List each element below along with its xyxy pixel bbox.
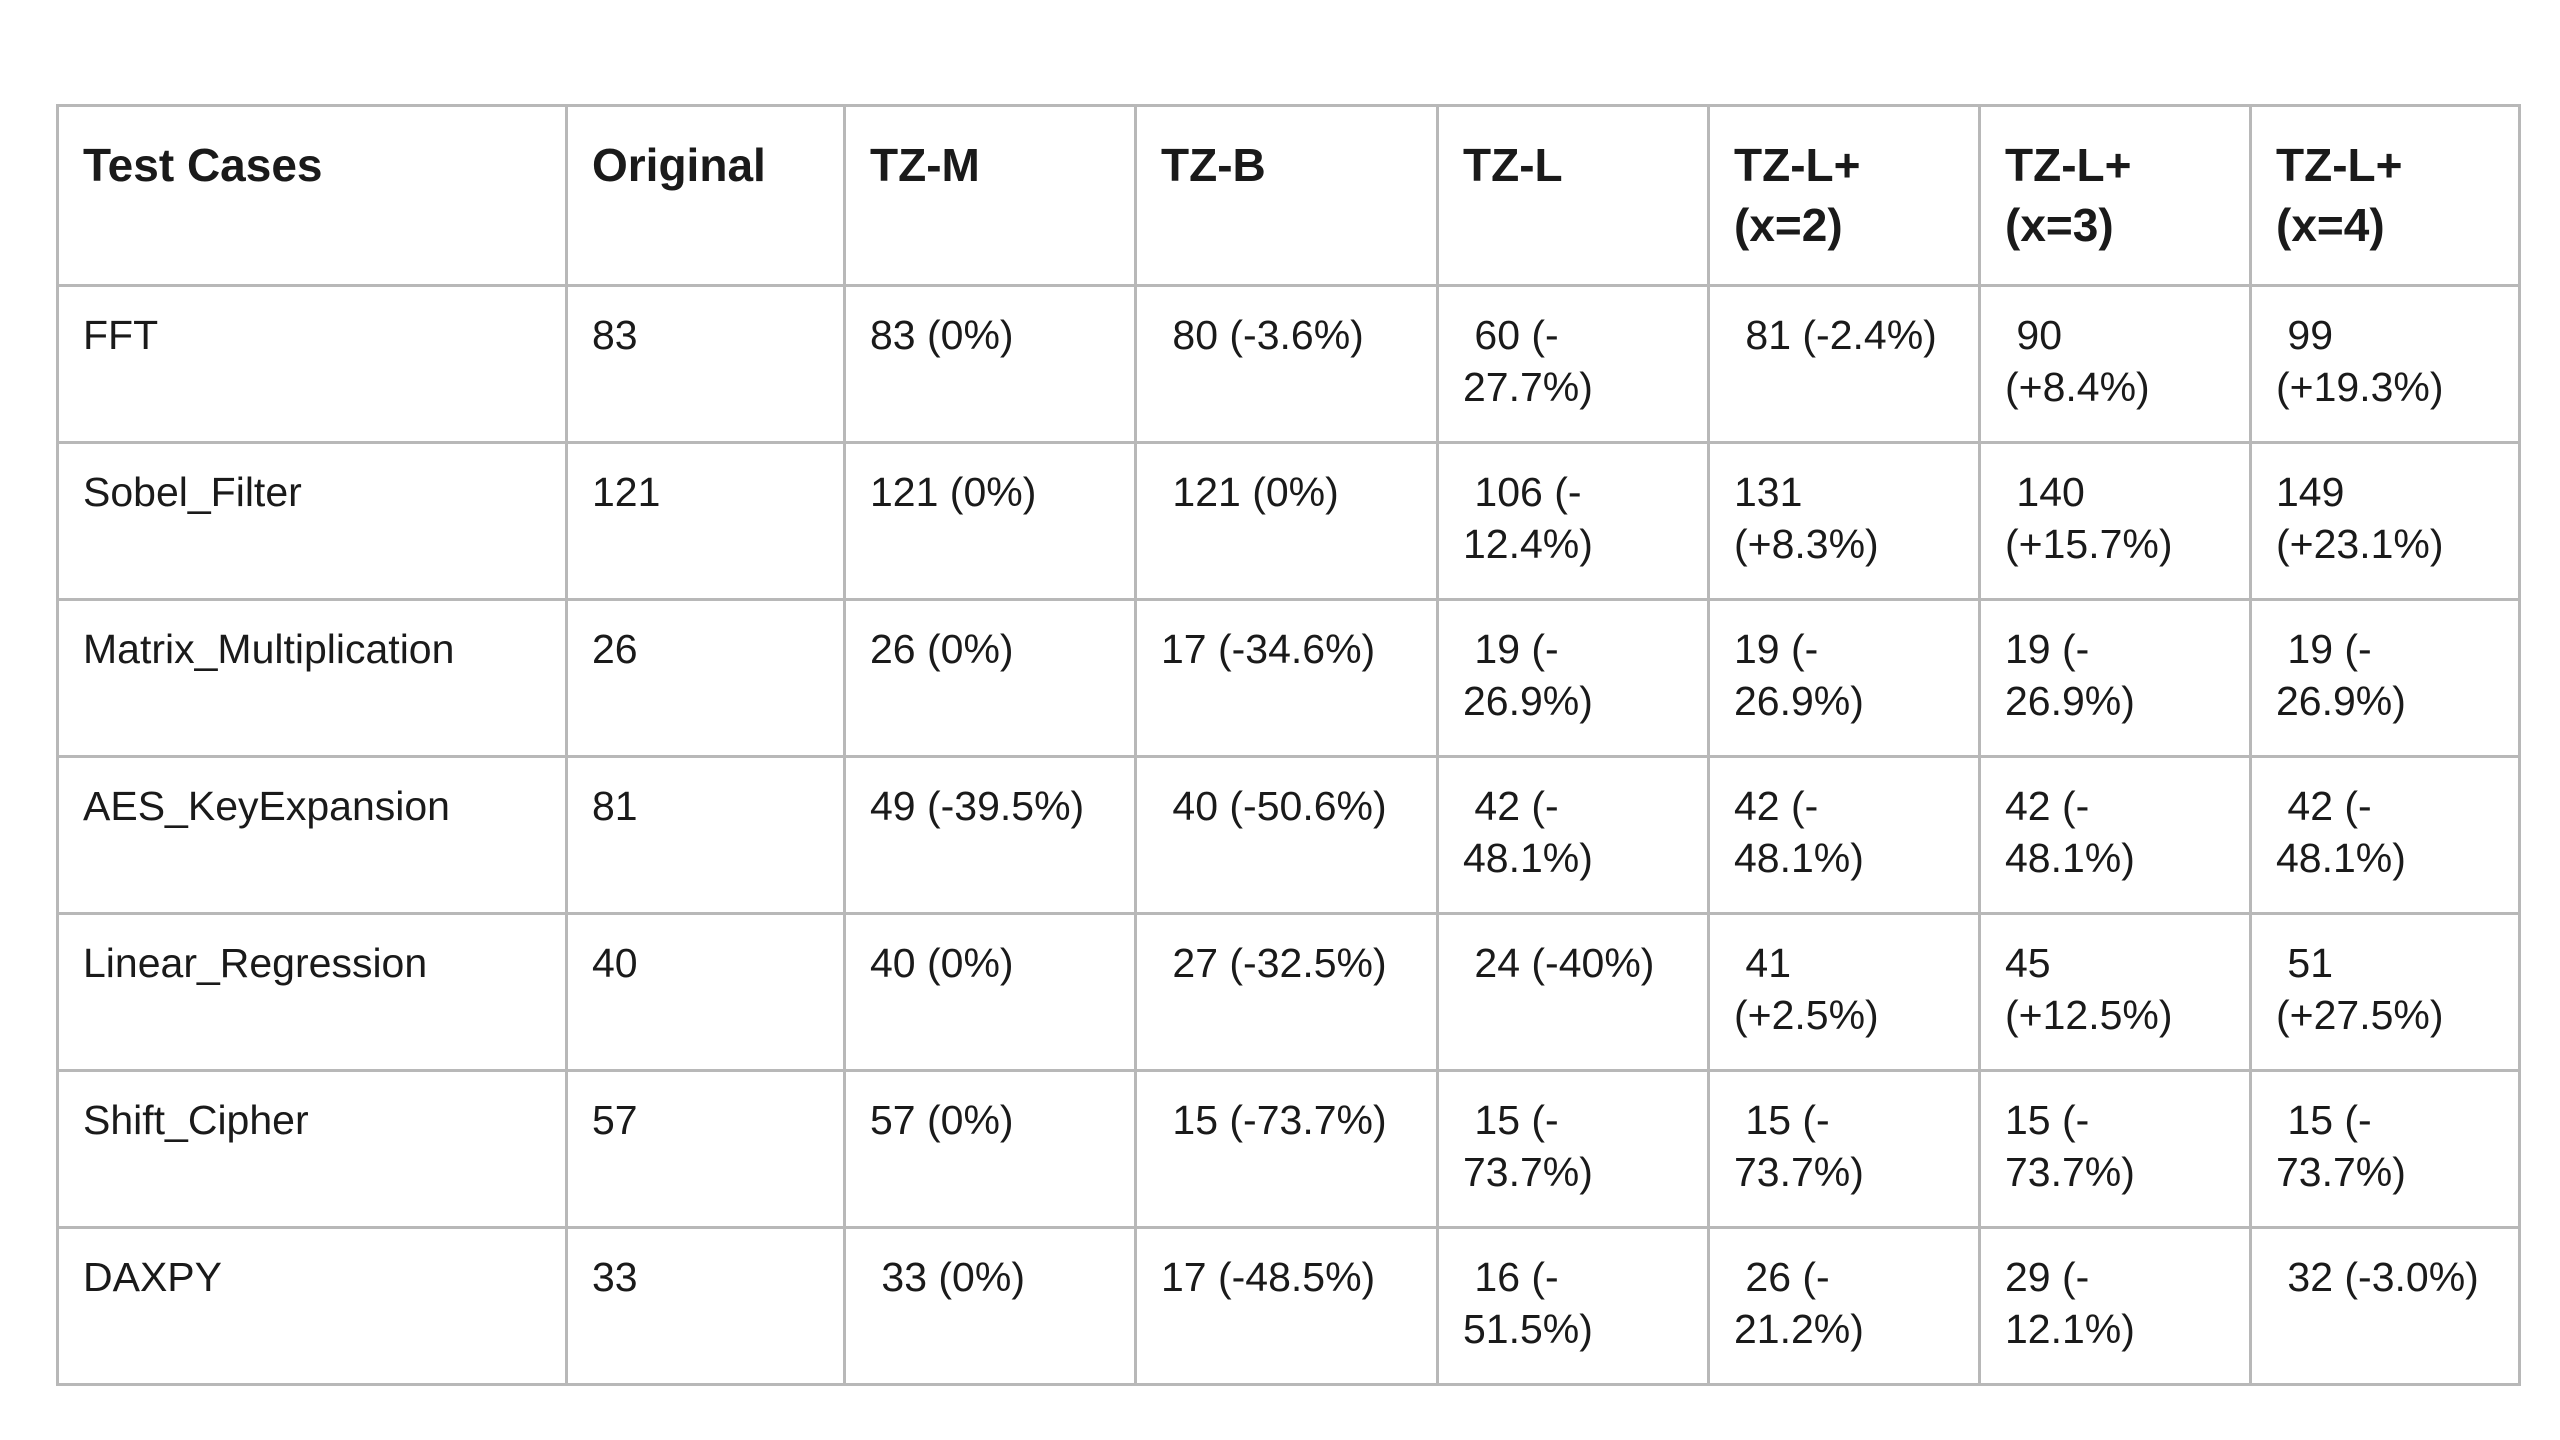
table-header-row: Test Cases Original TZ-M TZ-B TZ-L TZ-L+… [56, 104, 2521, 287]
cell-tz-l-plus-x2: 42 (- 48.1%) [1707, 755, 1981, 915]
cell-tz-m: 40 (0%) [843, 912, 1137, 1072]
cell-test-case: Matrix_Multiplication [56, 598, 568, 758]
cell-tz-l: 106 (- 12.4%) [1436, 441, 1710, 601]
results-table: Test Cases Original TZ-M TZ-B TZ-L TZ-L+… [56, 104, 2521, 1386]
header-test-cases: Test Cases [56, 104, 568, 287]
cell-original: 57 [565, 1069, 846, 1229]
cell-tz-b: 17 (-48.5%) [1134, 1226, 1439, 1386]
cell-tz-m: 26 (0%) [843, 598, 1137, 758]
cell-tz-l: 42 (- 48.1%) [1436, 755, 1710, 915]
cell-tz-l: 60 (- 27.7%) [1436, 284, 1710, 444]
header-tz-l: TZ-L [1436, 104, 1710, 287]
cell-tz-b: 15 (-73.7%) [1134, 1069, 1439, 1229]
cell-test-case: AES_KeyExpansion [56, 755, 568, 915]
cell-tz-l-plus-x3: 45 (+12.5%) [1978, 912, 2252, 1072]
cell-tz-m: 83 (0%) [843, 284, 1137, 444]
cell-tz-b: 80 (-3.6%) [1134, 284, 1439, 444]
cell-tz-l: 15 (- 73.7%) [1436, 1069, 1710, 1229]
table-row: DAXPY 33 33 (0%) 17 (-48.5%) 16 (- 51.5%… [56, 1226, 2521, 1386]
cell-tz-l: 19 (- 26.9%) [1436, 598, 1710, 758]
table-row: Matrix_Multiplication 26 26 (0%) 17 (-34… [56, 598, 2521, 758]
table-row: AES_KeyExpansion 81 49 (-39.5%) 40 (-50.… [56, 755, 2521, 915]
cell-tz-m: 33 (0%) [843, 1226, 1137, 1386]
cell-tz-b: 40 (-50.6%) [1134, 755, 1439, 915]
header-tz-l-plus-x3: TZ-L+ (x=3) [1978, 104, 2252, 287]
cell-original: 26 [565, 598, 846, 758]
cell-test-case: DAXPY [56, 1226, 568, 1386]
cell-tz-m: 121 (0%) [843, 441, 1137, 601]
cell-tz-l-plus-x4: 51 (+27.5%) [2249, 912, 2521, 1072]
table-row: Shift_Cipher 57 57 (0%) 15 (-73.7%) 15 (… [56, 1069, 2521, 1229]
cell-tz-l-plus-x3: 29 (- 12.1%) [1978, 1226, 2252, 1386]
cell-tz-l-plus-x3: 42 (- 48.1%) [1978, 755, 2252, 915]
header-tz-l-plus-x4: TZ-L+ (x=4) [2249, 104, 2521, 287]
cell-original: 81 [565, 755, 846, 915]
cell-test-case: Sobel_Filter [56, 441, 568, 601]
cell-tz-m: 49 (-39.5%) [843, 755, 1137, 915]
cell-tz-l-plus-x4: 149 (+23.1%) [2249, 441, 2521, 601]
cell-tz-l-plus-x2: 26 (- 21.2%) [1707, 1226, 1981, 1386]
header-tz-m: TZ-M [843, 104, 1137, 287]
cell-tz-l-plus-x4: 19 (- 26.9%) [2249, 598, 2521, 758]
cell-tz-b: 17 (-34.6%) [1134, 598, 1439, 758]
cell-tz-l-plus-x2: 15 (- 73.7%) [1707, 1069, 1981, 1229]
cell-tz-l-plus-x4: 99 (+19.3%) [2249, 284, 2521, 444]
table-row: FFT 83 83 (0%) 80 (-3.6%) 60 (- 27.7%) 8… [56, 284, 2521, 444]
cell-tz-b: 121 (0%) [1134, 441, 1439, 601]
table-row: Linear_Regression 40 40 (0%) 27 (-32.5%)… [56, 912, 2521, 1072]
cell-original: 33 [565, 1226, 846, 1386]
cell-tz-l: 16 (- 51.5%) [1436, 1226, 1710, 1386]
cell-test-case: FFT [56, 284, 568, 444]
cell-original: 40 [565, 912, 846, 1072]
cell-test-case: Shift_Cipher [56, 1069, 568, 1229]
cell-tz-l-plus-x4: 42 (- 48.1%) [2249, 755, 2521, 915]
cell-tz-l-plus-x3: 90 (+8.4%) [1978, 284, 2252, 444]
header-original: Original [565, 104, 846, 287]
cell-tz-l: 24 (-40%) [1436, 912, 1710, 1072]
cell-tz-m: 57 (0%) [843, 1069, 1137, 1229]
table-row: Sobel_Filter 121 121 (0%) 121 (0%) 106 (… [56, 441, 2521, 601]
cell-tz-l-plus-x4: 15 (- 73.7%) [2249, 1069, 2521, 1229]
cell-original: 83 [565, 284, 846, 444]
cell-tz-b: 27 (-32.5%) [1134, 912, 1439, 1072]
cell-tz-l-plus-x2: 19 (- 26.9%) [1707, 598, 1981, 758]
header-tz-b: TZ-B [1134, 104, 1439, 287]
cell-tz-l-plus-x2: 81 (-2.4%) [1707, 284, 1981, 444]
cell-tz-l-plus-x3: 140 (+15.7%) [1978, 441, 2252, 601]
cell-tz-l-plus-x3: 15 (- 73.7%) [1978, 1069, 2252, 1229]
results-table-container: Test Cases Original TZ-M TZ-B TZ-L TZ-L+… [56, 104, 2521, 1386]
cell-test-case: Linear_Regression [56, 912, 568, 1072]
header-tz-l-plus-x2: TZ-L+ (x=2) [1707, 104, 1981, 287]
cell-tz-l-plus-x3: 19 (- 26.9%) [1978, 598, 2252, 758]
cell-tz-l-plus-x2: 41 (+2.5%) [1707, 912, 1981, 1072]
cell-original: 121 [565, 441, 846, 601]
cell-tz-l-plus-x2: 131 (+8.3%) [1707, 441, 1981, 601]
cell-tz-l-plus-x4: 32 (-3.0%) [2249, 1226, 2521, 1386]
